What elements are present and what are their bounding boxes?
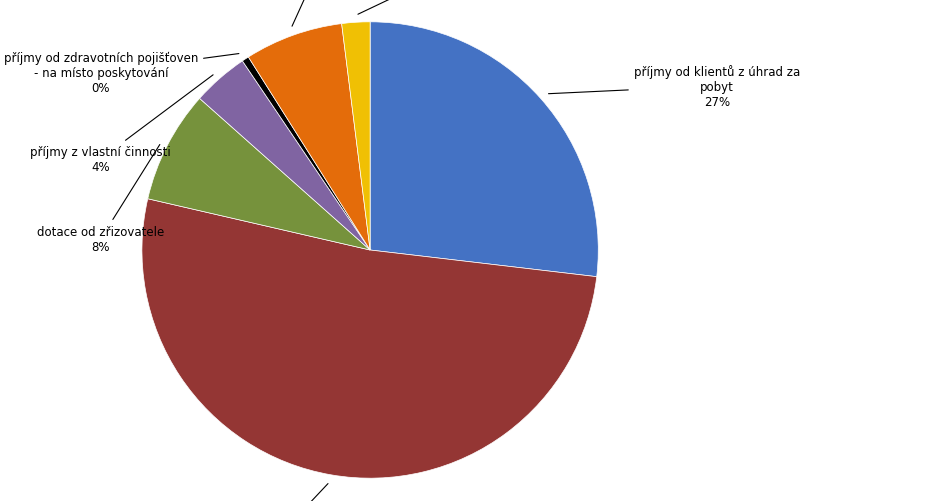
Text: dotace od zřizovatele
8%: dotace od zřizovatele 8% (37, 145, 164, 253)
Wedge shape (242, 58, 370, 250)
Text: přijaté dary (od právnických a
fyzických osob)
2%: přijaté dary (od právnických a fyzických… (358, 0, 585, 15)
Text: příjmy od zdravotních pojišťoven
- na místo poskytování
0%: příjmy od zdravotních pojišťoven - na mí… (4, 51, 239, 94)
Text: příjmy z vlastní činnosti
4%: příjmy z vlastní činnosti 4% (30, 76, 214, 173)
Wedge shape (370, 23, 598, 277)
Wedge shape (249, 25, 370, 250)
Wedge shape (342, 23, 370, 250)
Text: dotace od státu (přímé dotace z
MPSV a dotace poskytnuté KÚ na
základě rozhodnut: dotace od státu (přímé dotace z MPSV a d… (154, 483, 349, 501)
Wedge shape (142, 199, 597, 478)
Text: ostatní příjmy
7%: ostatní příjmy 7% (279, 0, 362, 27)
Wedge shape (148, 99, 370, 250)
Wedge shape (199, 62, 370, 250)
Text: příjmy od klientů z úhrad za
pobyt
27%: příjmy od klientů z úhrad za pobyt 27% (549, 65, 800, 109)
